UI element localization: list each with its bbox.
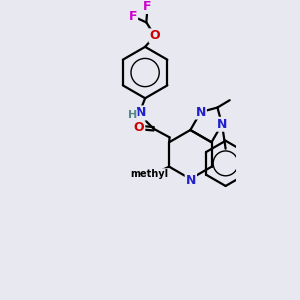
Text: O: O	[134, 121, 144, 134]
Text: N: N	[217, 118, 227, 131]
Text: N: N	[196, 106, 206, 118]
Text: F: F	[143, 0, 152, 13]
Text: N: N	[136, 106, 146, 119]
Text: N: N	[186, 174, 196, 187]
Text: methyl: methyl	[130, 169, 169, 179]
Text: F: F	[129, 10, 137, 23]
Text: H: H	[128, 110, 137, 120]
Text: O: O	[150, 29, 160, 42]
